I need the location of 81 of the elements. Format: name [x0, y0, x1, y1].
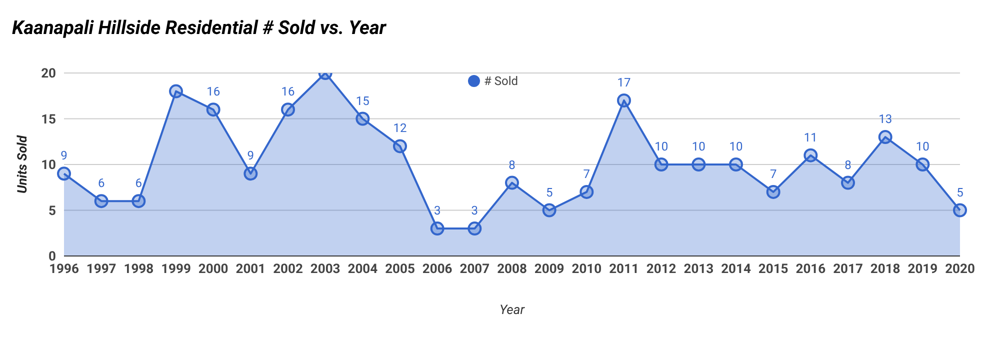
- point: [580, 184, 594, 199]
- data-label: 16: [206, 84, 220, 99]
- data-label: 8: [508, 158, 516, 172]
- point: [430, 222, 444, 236]
- point: [206, 102, 220, 117]
- point: [953, 203, 967, 218]
- x-tick-label: 2011: [609, 262, 639, 278]
- y-tick-label: 5: [48, 204, 56, 219]
- data-label: 12: [393, 121, 407, 136]
- point: [766, 184, 780, 199]
- x-tick-label: 2019: [908, 262, 938, 278]
- point: [916, 158, 930, 172]
- chart-title: Kaanapali Hillside Residential # Sold vs. Year: [12, 16, 386, 39]
- x-tick-label: 2014: [721, 262, 752, 278]
- point: [393, 139, 407, 154]
- x-tick-label: 1999: [161, 262, 191, 278]
- x-tick-label: 2003: [310, 262, 340, 278]
- legend-label: # Sold: [484, 74, 518, 88]
- x-tick-label: 1996: [49, 262, 80, 278]
- point: [804, 148, 818, 162]
- x-tick-label: 2005: [385, 262, 415, 278]
- point: [132, 194, 146, 208]
- x-tick-label: 2006: [422, 262, 453, 278]
- x-tick-label: 2010: [572, 262, 602, 278]
- x-tick-label: 1998: [124, 262, 154, 278]
- point: [94, 194, 108, 208]
- x-tick-label: 2013: [684, 262, 714, 278]
- data-label: 6: [135, 176, 142, 190]
- y-tick-label: 0: [48, 250, 56, 265]
- data-label: 5: [956, 185, 964, 200]
- data-label: 16: [281, 84, 295, 99]
- data-label: 3: [434, 204, 441, 218]
- data-label: 9: [60, 148, 68, 163]
- x-tick-label: 2016: [796, 262, 826, 278]
- point: [617, 93, 631, 108]
- x-tick-label: 2012: [646, 262, 676, 278]
- x-tick-label: 2009: [534, 262, 564, 278]
- x-tick-label: 2004: [348, 262, 378, 278]
- data-label: 10: [654, 140, 668, 154]
- y-tick-label: 20: [41, 66, 56, 82]
- data-label: 8: [844, 158, 852, 172]
- data-label: 10: [916, 140, 930, 154]
- point: [57, 166, 71, 181]
- data-label: 10: [692, 140, 706, 154]
- point: [878, 130, 892, 144]
- point: [654, 158, 668, 172]
- point: [542, 203, 556, 218]
- x-tick-label: 2018: [870, 262, 900, 278]
- point: [169, 84, 183, 98]
- data-label: 5: [546, 185, 553, 200]
- y-tick-label: 15: [41, 112, 56, 128]
- x-tick-label: 2017: [833, 262, 863, 278]
- y-tick-label: 10: [41, 158, 56, 174]
- data-label: 17: [617, 75, 631, 90]
- y-axis-title: Units Sold: [16, 134, 31, 194]
- point: [505, 176, 519, 190]
- x-tick-label: 2002: [273, 262, 303, 278]
- point: [244, 166, 258, 181]
- data-label: 10: [729, 140, 743, 154]
- point: [468, 222, 482, 236]
- x-tick-label: 2007: [460, 262, 490, 278]
- data-label: 3: [471, 204, 478, 218]
- data-label: 11: [804, 130, 818, 144]
- point: [692, 158, 706, 172]
- data-label: 7: [770, 166, 777, 181]
- data-label: 7: [583, 166, 590, 181]
- data-label: 6: [98, 176, 105, 190]
- point: [841, 176, 855, 190]
- x-axis-title: Year: [500, 303, 526, 318]
- data-label: 13: [878, 112, 892, 126]
- point: [281, 102, 295, 117]
- x-tick-label: 2000: [198, 262, 228, 278]
- x-tick-label: 2008: [497, 262, 527, 278]
- x-tick-label: 2020: [945, 262, 975, 278]
- x-tick-label: 1997: [86, 262, 116, 278]
- point: [356, 112, 370, 126]
- point: [729, 158, 743, 172]
- x-tick-label: 2015: [758, 262, 788, 278]
- data-label: 9: [247, 148, 254, 163]
- x-tick-label: 2001: [236, 262, 266, 278]
- data-label: 15: [356, 94, 370, 108]
